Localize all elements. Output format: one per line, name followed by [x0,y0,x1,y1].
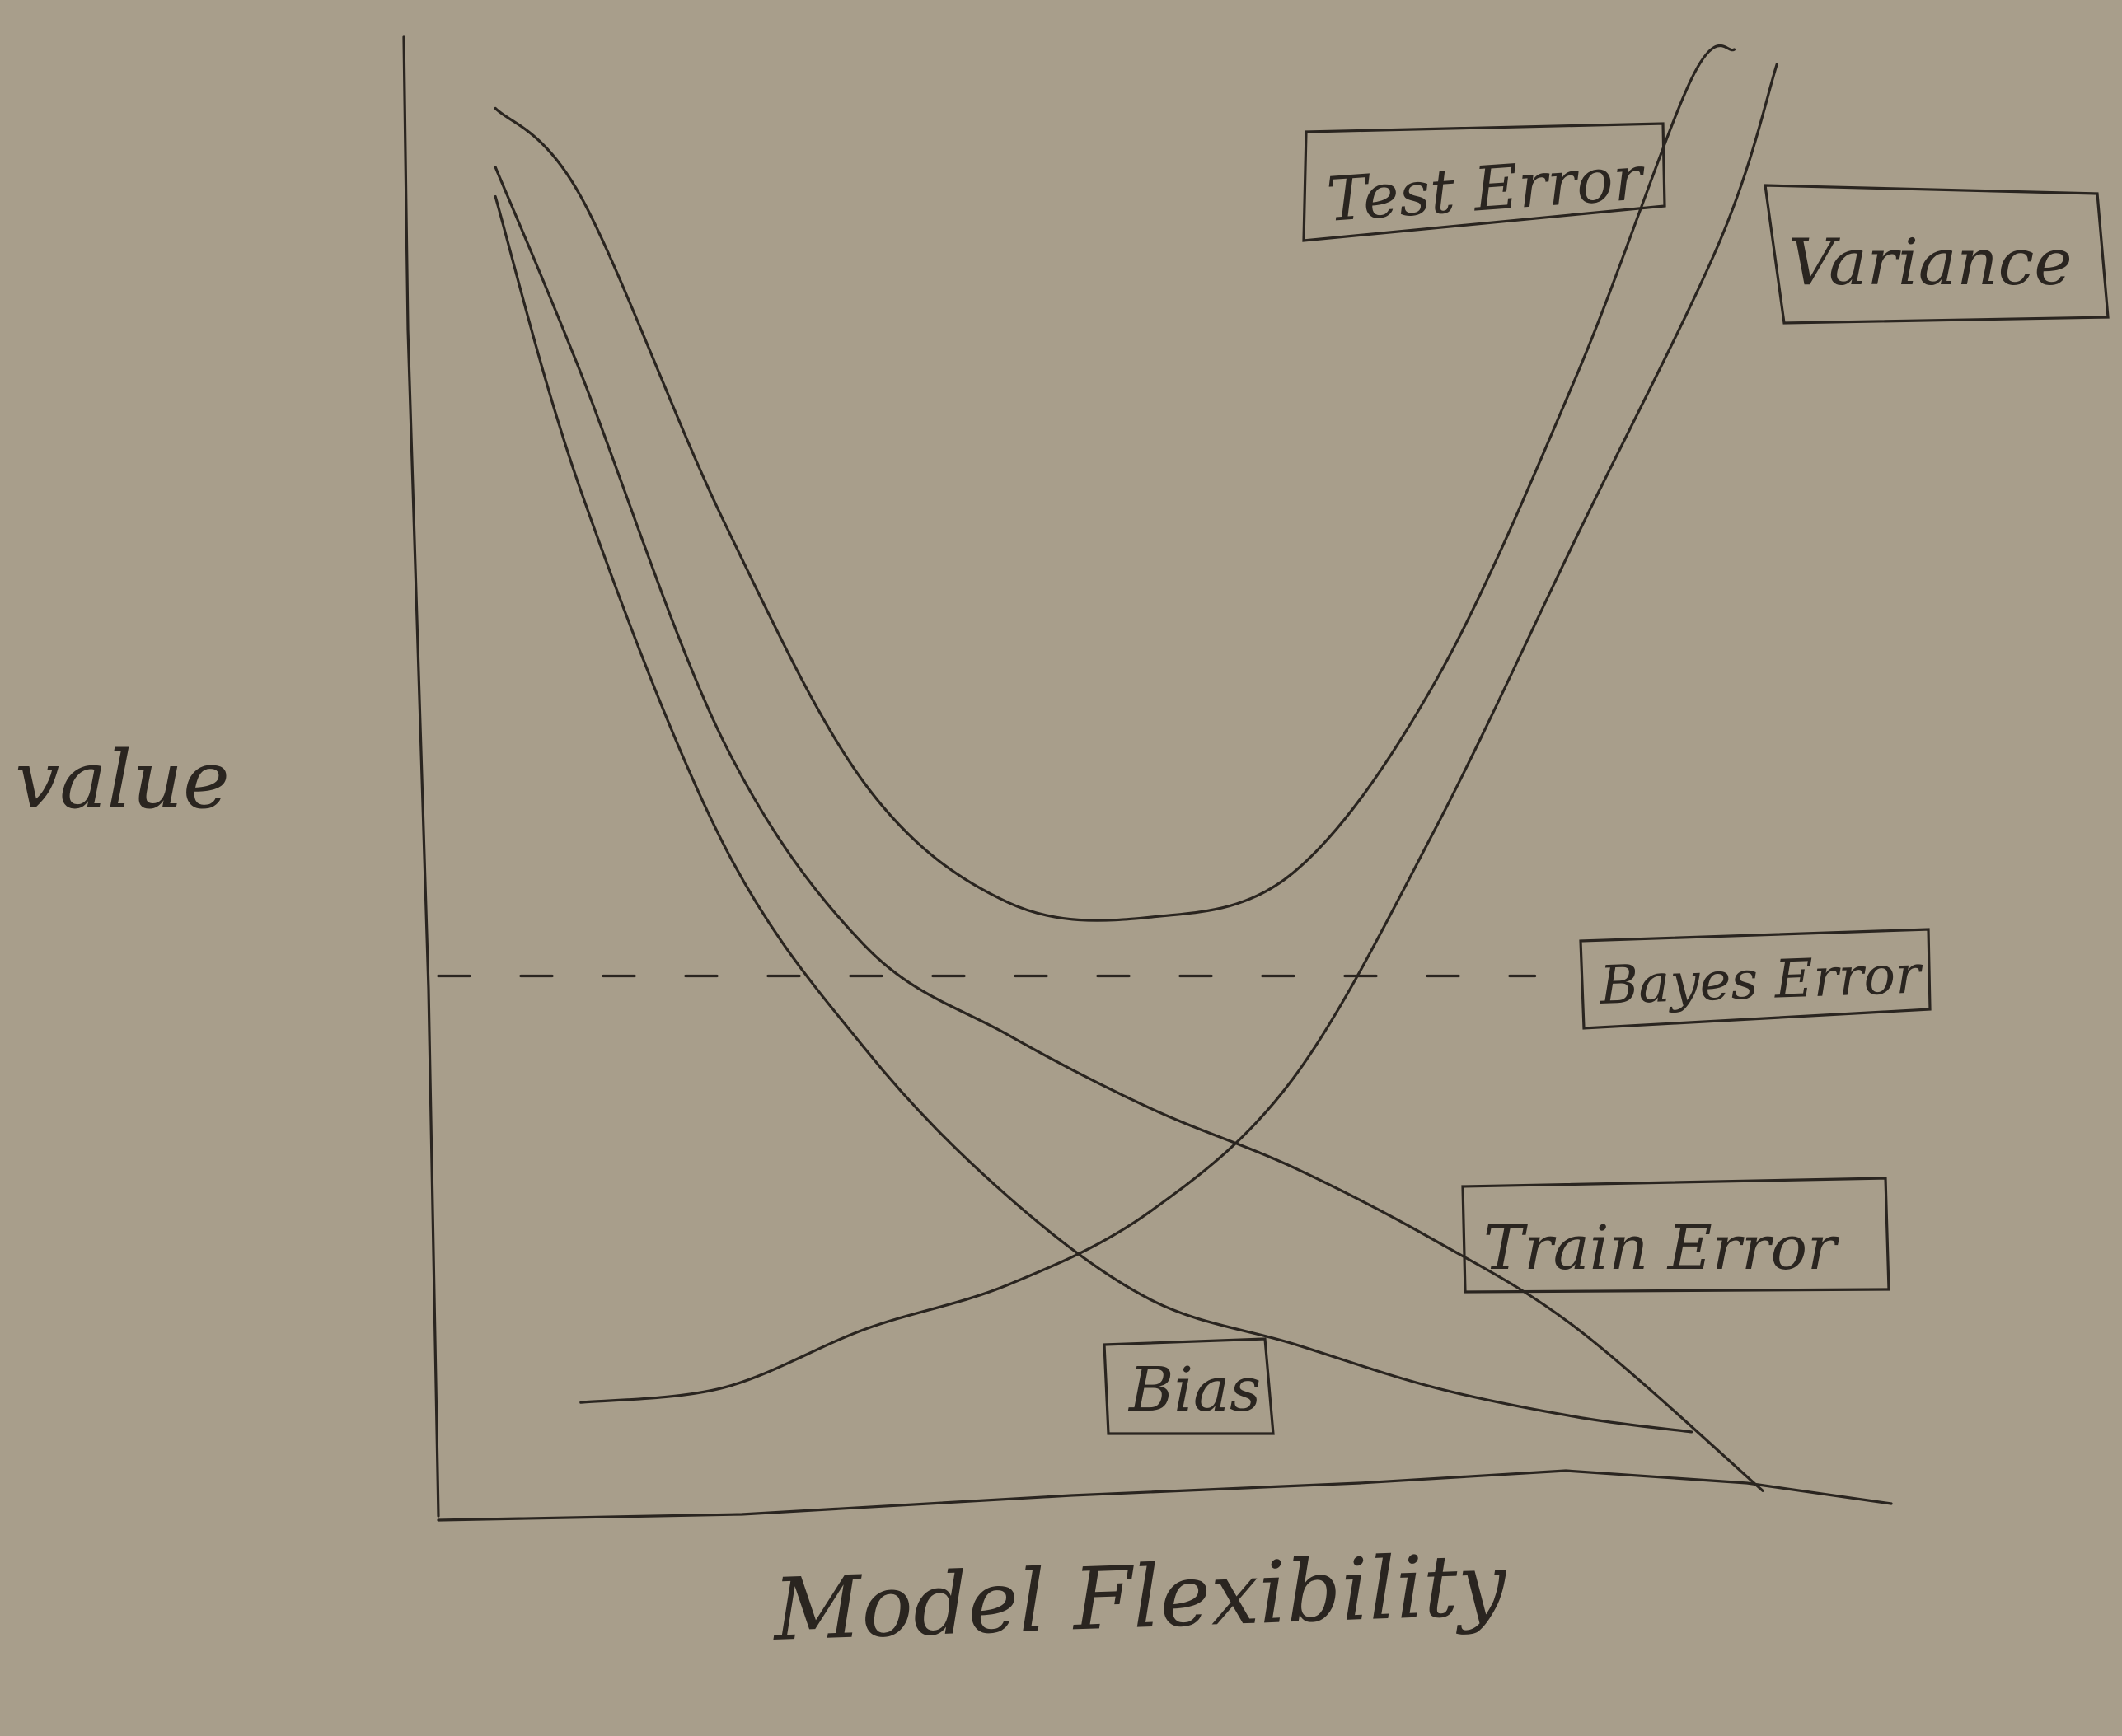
train-error-label-box [1461,1177,1890,1294]
bayes-error-label: Bayes Error [1598,944,1924,1017]
bias-curve [494,194,1693,1434]
x-axis-label: Model Flexibility [771,1534,1509,1660]
test-error-label: Test Error [1324,143,1648,236]
train-error-label: Train Error [1483,1213,1840,1284]
variance-label-box [1764,184,2110,325]
test-error-label-box [1302,122,1666,242]
variance-label: Variance [1788,226,2073,300]
test-error-curve [494,44,1736,922]
y-axis [402,35,440,1518]
bias-label-box [1103,1337,1275,1435]
y-axis-label: value [15,734,230,826]
train-error-curve [494,166,1764,1492]
bias-label: Bias [1127,1355,1261,1425]
bayes-error-label-box [1579,928,1932,1030]
variance-curve [579,63,1778,1404]
x-axis [437,1469,1893,1522]
